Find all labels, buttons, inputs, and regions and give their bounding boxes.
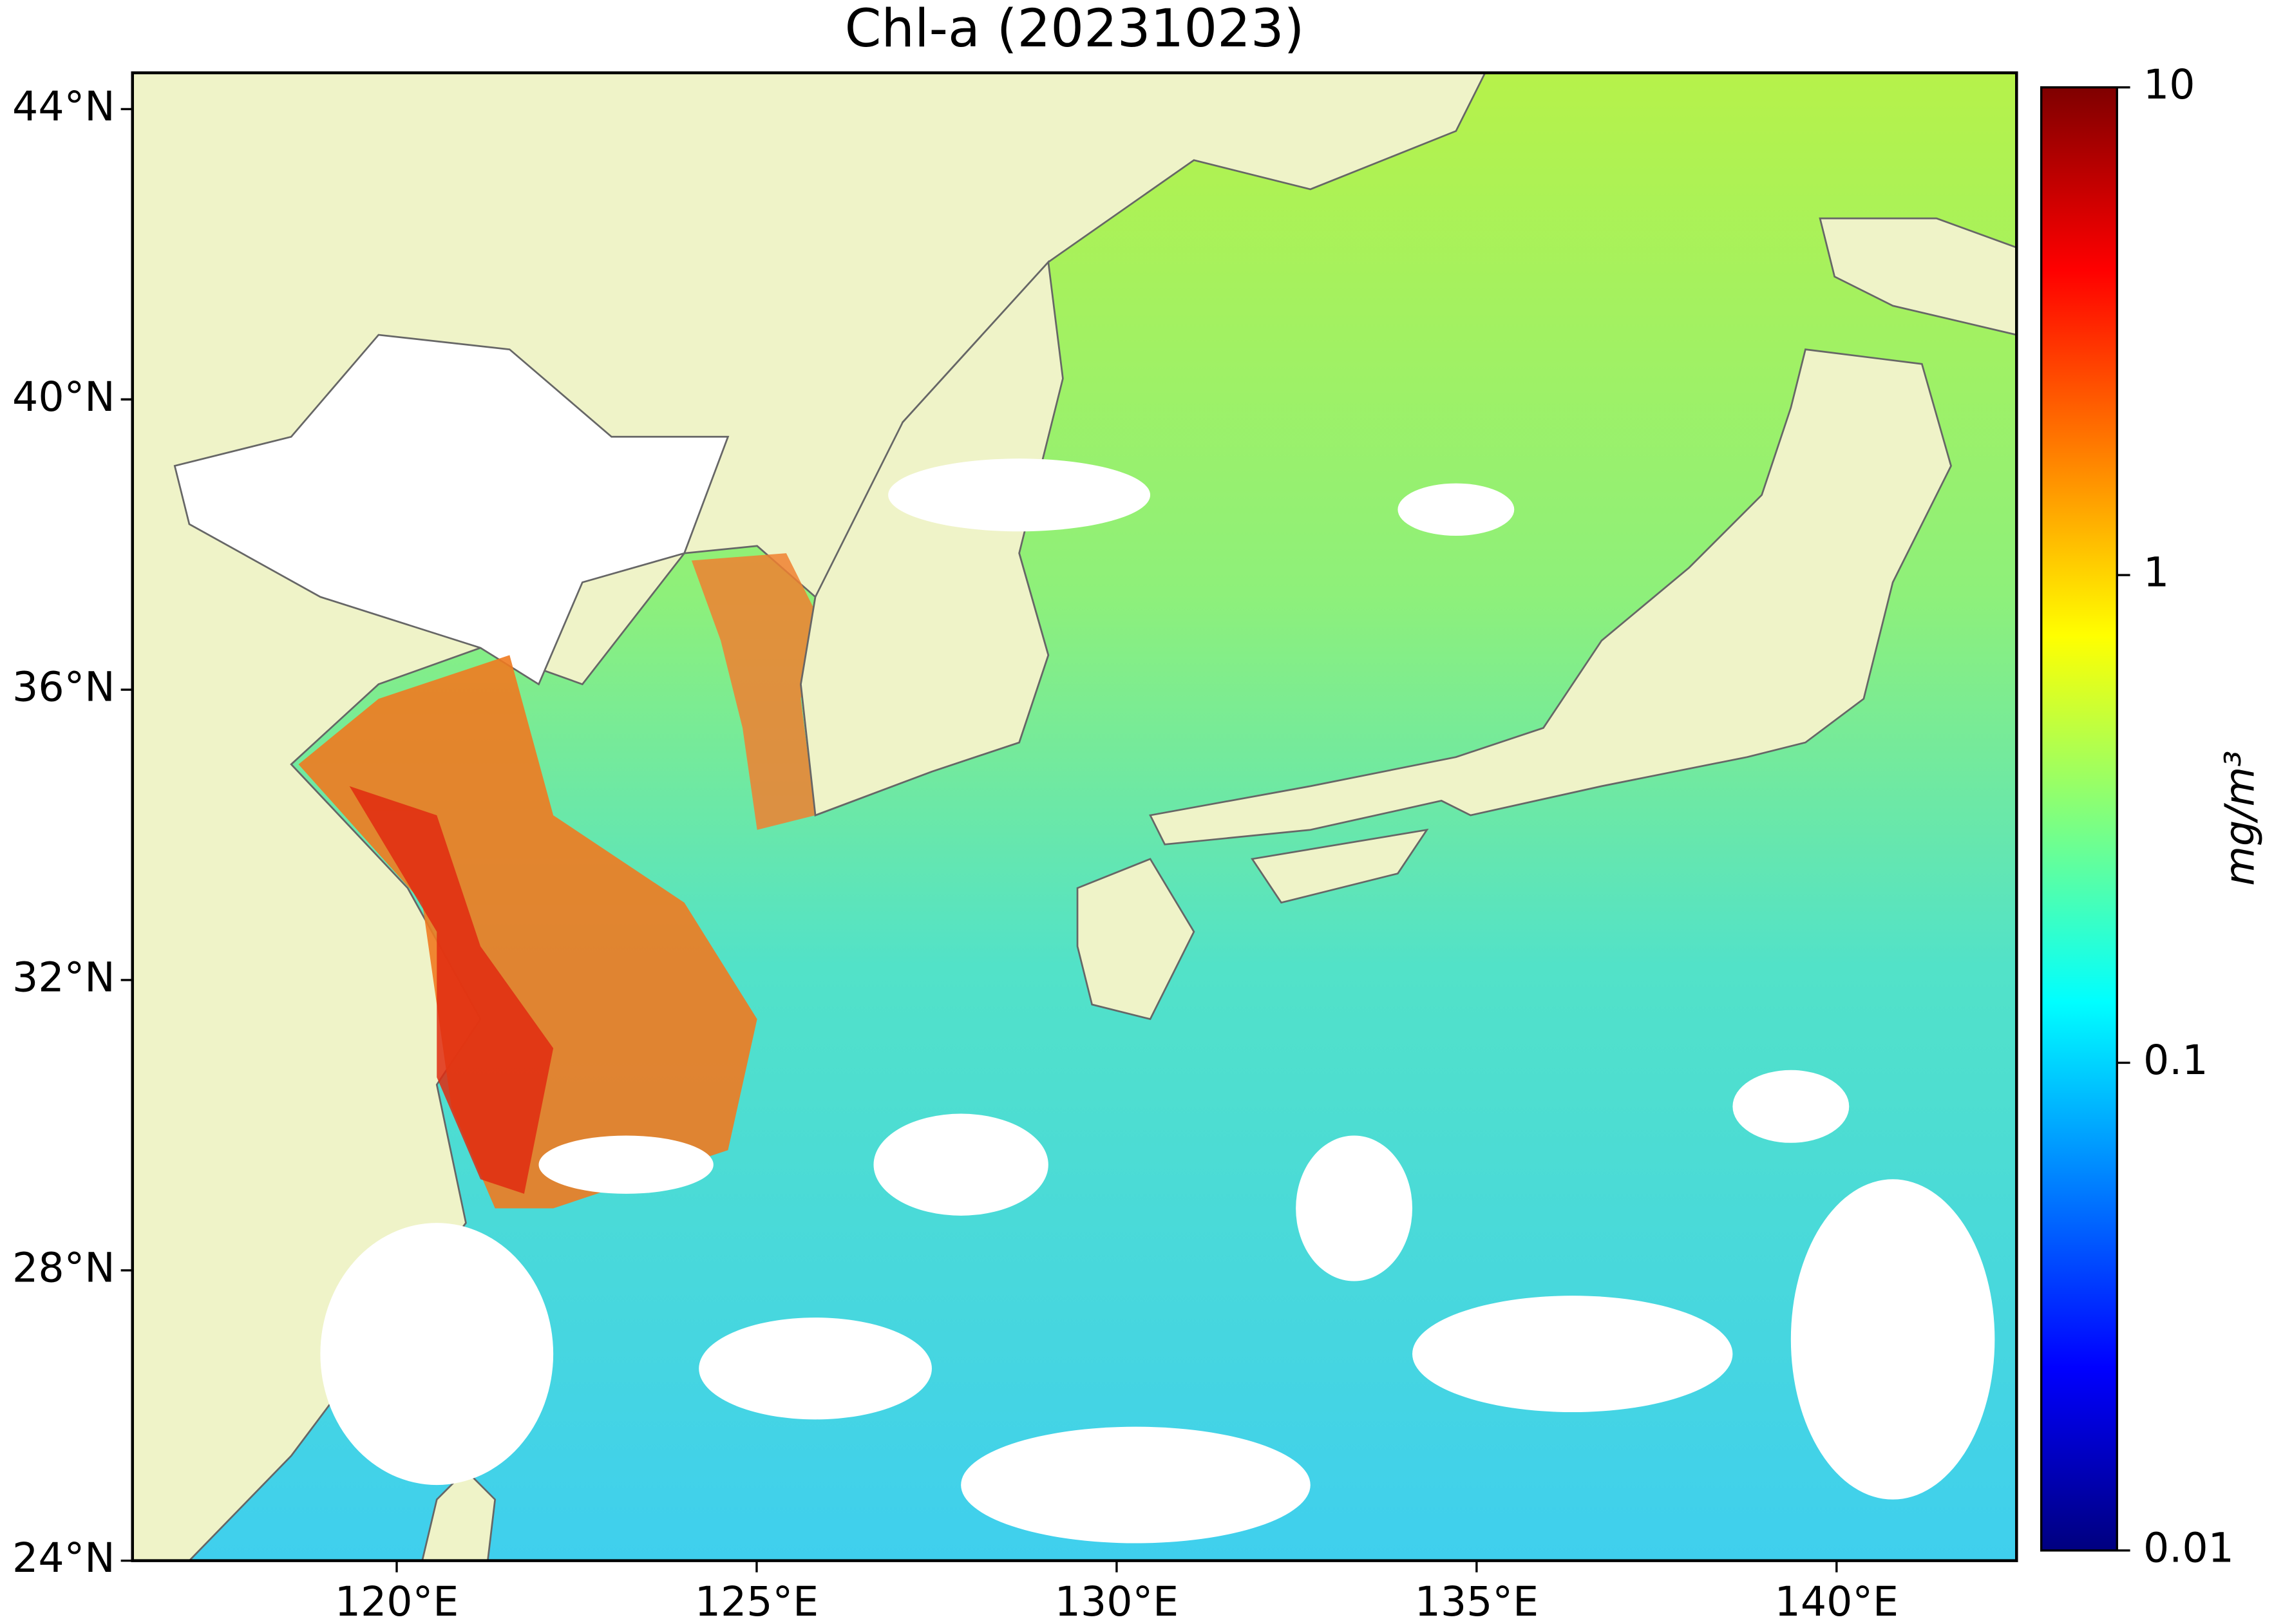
japan-land	[1076, 858, 1195, 1021]
coastal-bloom	[298, 655, 757, 1209]
korea-bloom	[691, 553, 816, 830]
cloud	[1397, 483, 1515, 536]
cloud	[320, 1223, 554, 1486]
map-image	[132, 73, 2017, 1561]
cloud	[538, 1135, 714, 1194]
colorbar	[2040, 86, 2118, 1552]
colorbar-tick-label: 10	[2143, 61, 2195, 108]
map-frame	[131, 71, 2018, 1562]
x-tick-label: 135°E	[1415, 1578, 1539, 1624]
bohai-no-data	[173, 334, 730, 686]
cloud	[888, 458, 1151, 532]
colorbar-tick-label: 0.01	[2143, 1524, 2234, 1571]
colorbar-label: mg/m³	[2215, 751, 2263, 886]
y-tick-label: 32°N	[12, 954, 115, 1001]
cloud	[873, 1113, 1048, 1216]
y-tick-label: 28°N	[12, 1243, 115, 1291]
japan-land	[1149, 348, 1952, 845]
clouds	[320, 458, 1995, 1544]
japan-land	[1819, 217, 2017, 336]
x-tick-label: 120°E	[335, 1578, 459, 1624]
x-tick-label: 130°E	[1055, 1578, 1179, 1624]
cloud	[699, 1317, 932, 1420]
x-tick-label: 125°E	[695, 1578, 819, 1624]
taiwan-land	[421, 1469, 497, 1561]
cloud	[1732, 1070, 1850, 1143]
colorbar-tick-label: 0.1	[2143, 1036, 2208, 1084]
y-tick-label: 40°N	[12, 373, 115, 420]
cloud	[1790, 1179, 1995, 1500]
x-tick-label: 140°E	[1775, 1578, 1899, 1624]
chart-title: Chl-a (20231023)	[845, 0, 1305, 59]
y-tick-label: 36°N	[12, 663, 115, 711]
cloud	[1296, 1135, 1413, 1281]
colorbar-tick-label: 1	[2143, 549, 2169, 596]
cloud	[1412, 1296, 1733, 1413]
japan-land	[1251, 828, 1429, 904]
korea-land	[800, 260, 1064, 817]
coastal-bloom-core	[349, 786, 554, 1194]
y-tick-label: 24°N	[12, 1534, 115, 1582]
y-tick-label: 44°N	[12, 82, 115, 130]
cloud	[961, 1426, 1311, 1544]
